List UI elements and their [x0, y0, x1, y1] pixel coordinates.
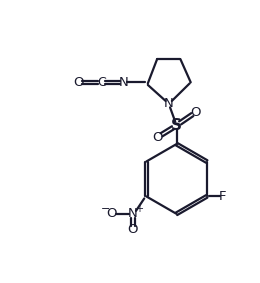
Text: −: − [101, 204, 110, 214]
Text: S: S [171, 118, 182, 133]
Text: C: C [97, 76, 106, 89]
Text: O: O [128, 224, 138, 237]
Text: O: O [153, 131, 163, 143]
Text: F: F [219, 190, 226, 203]
Text: O: O [106, 207, 117, 220]
Text: N: N [164, 97, 174, 110]
Text: O: O [73, 76, 83, 89]
Text: N: N [128, 207, 138, 220]
Text: O: O [191, 106, 201, 119]
Text: N: N [119, 76, 128, 89]
Text: +: + [134, 204, 142, 214]
